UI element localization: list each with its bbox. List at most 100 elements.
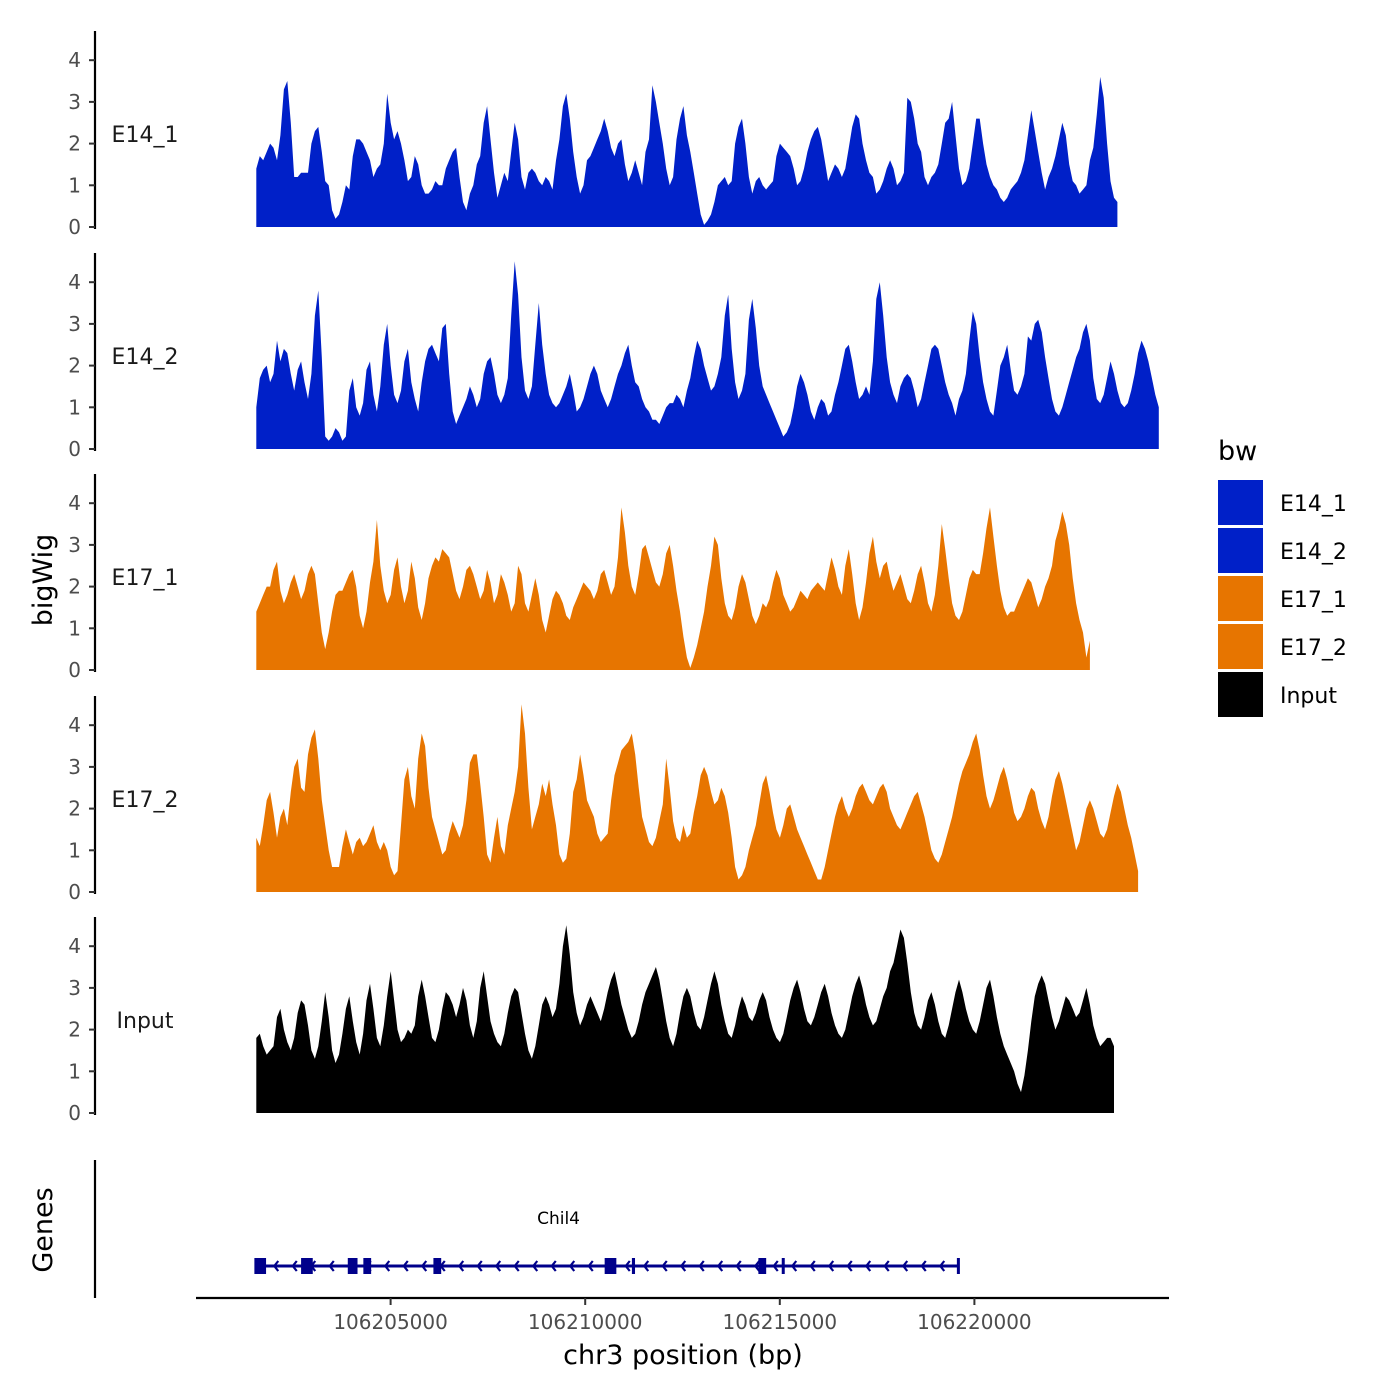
legend-label-e14_2: E14_2 <box>1280 540 1347 565</box>
strand-chevron <box>661 1260 668 1272</box>
strand-chevron <box>698 1260 705 1272</box>
strand-chevron <box>864 1260 872 1272</box>
strand-chevron <box>402 1260 409 1272</box>
y-tick-label: 0 <box>68 437 81 461</box>
y-tick-label: 1 <box>68 395 81 419</box>
legend-label-input: Input <box>1280 684 1337 709</box>
area-e14_2 <box>256 261 1159 449</box>
panel-e17_2: 0 1 2 3 4 E17_2 <box>68 696 1139 904</box>
strand-chevron <box>883 1260 890 1272</box>
gene-exon <box>254 1258 267 1274</box>
y-tick-label: 0 <box>68 880 81 904</box>
strand-chevron <box>587 1260 594 1272</box>
strand-chevron <box>809 1260 816 1272</box>
y-tick-label: 4 <box>68 713 81 737</box>
y-tick-label: 2 <box>68 132 81 156</box>
strand-chevron <box>772 1260 779 1272</box>
legend-swatch-e14_1 <box>1218 480 1263 525</box>
y-tick-label: 2 <box>68 1018 81 1042</box>
strand-chevron <box>568 1260 576 1272</box>
gene-exon <box>758 1258 767 1274</box>
y-tick-label: 0 <box>68 1101 81 1125</box>
y-tick-label: 4 <box>68 934 81 958</box>
y-tick-label: 0 <box>68 215 81 239</box>
y-tick-label: 2 <box>68 797 81 821</box>
legend-swatch-e17_2 <box>1218 624 1263 669</box>
y-tick-label: 2 <box>68 354 81 378</box>
gene-exon <box>956 1258 960 1274</box>
x-tick-label: 106210000 <box>528 1310 643 1334</box>
x-axis-title: chr3 position (bp) <box>563 1340 803 1371</box>
y-tick-label: 1 <box>68 838 81 862</box>
strand-chevron <box>457 1260 465 1272</box>
y-tick-label: 3 <box>68 90 81 114</box>
area-e14_1 <box>256 76 1118 228</box>
x-tick-label: 106220000 <box>917 1310 1032 1334</box>
panel-input: 0 1 2 3 4 Input <box>68 917 1114 1125</box>
strand-chevron <box>513 1260 520 1272</box>
strand-chevron <box>494 1260 502 1272</box>
y-tick-label: 3 <box>68 755 81 779</box>
gene-exon <box>604 1258 617 1274</box>
strand-chevron <box>827 1260 835 1272</box>
legend-swatch-e17_1 <box>1218 576 1263 621</box>
x-tick-label: 106205000 <box>333 1310 448 1334</box>
strand-chevron <box>476 1260 483 1272</box>
panel-e14_1: 0 1 2 3 4 E14_1 <box>68 31 1118 239</box>
legend-label-e17_2: E17_2 <box>1280 636 1347 661</box>
gene-exon <box>347 1258 358 1274</box>
strand-chevron <box>550 1260 557 1272</box>
legend-label-e14_1: E14_1 <box>1280 492 1347 517</box>
legend-swatch-input <box>1218 672 1263 717</box>
panel-label: E14_1 <box>112 123 179 148</box>
legend-title: bw <box>1218 436 1257 467</box>
strand-chevron <box>624 1260 631 1272</box>
strand-chevron <box>642 1260 650 1272</box>
strand-chevron <box>901 1260 909 1272</box>
strand-chevron <box>790 1260 798 1272</box>
panel-label: Input <box>117 1009 174 1034</box>
y-tick-label: 3 <box>68 533 81 557</box>
legend: bw E14_1 E14_2 E17_1 E17_2 Input <box>1218 436 1347 717</box>
gene-exon <box>781 1258 785 1274</box>
strand-chevron <box>679 1260 687 1272</box>
gene-exon <box>301 1258 313 1274</box>
panel-label: E17_1 <box>112 566 179 591</box>
strand-chevron <box>846 1260 853 1272</box>
y-tick-label: 0 <box>68 658 81 682</box>
strand-chevron <box>938 1260 946 1272</box>
y-tick-label: 3 <box>68 312 81 336</box>
panel-e17_1: 0 1 2 3 4 E17_1 <box>68 474 1090 682</box>
area-input <box>256 925 1114 1113</box>
strand-chevron <box>328 1260 335 1272</box>
y-tick-label: 1 <box>68 616 81 640</box>
gene-exon <box>433 1258 442 1274</box>
strand-chevron <box>716 1260 724 1272</box>
y-axis-title: bigWig <box>28 534 59 627</box>
x-tick-label: 106215000 <box>723 1310 838 1334</box>
strand-chevron <box>272 1260 280 1272</box>
strand-chevron <box>735 1260 742 1272</box>
genes-track-title: Genes <box>28 1187 59 1272</box>
panel-e14_2: 0 1 2 3 4 E14_2 <box>68 253 1159 461</box>
coverage-panels: 0 1 2 3 4 E14_1 0 1 2 3 4 E14_2 0 1 2 3 4 E17_1 0 1 2 3 4 E17_2… <box>68 31 1159 1125</box>
y-tick-label: 4 <box>68 270 81 294</box>
gene-exon <box>631 1258 636 1274</box>
y-tick-label: 2 <box>68 575 81 599</box>
panel-label: E14_2 <box>112 345 179 370</box>
y-tick-label: 1 <box>68 1059 81 1083</box>
y-tick-label: 1 <box>68 173 81 197</box>
x-axis: 106205000 106210000 106215000 106220000 <box>196 1296 1169 1334</box>
strand-chevron <box>920 1260 927 1272</box>
strand-chevron <box>753 1260 761 1272</box>
strand-chevron <box>420 1260 428 1272</box>
strand-chevron <box>291 1260 298 1272</box>
strand-chevron <box>383 1260 391 1272</box>
panel-label: E17_2 <box>112 788 179 813</box>
area-e17_2 <box>256 704 1139 892</box>
y-tick-label: 4 <box>68 491 81 515</box>
gene-label: Chil4 <box>537 1209 580 1229</box>
y-tick-label: 3 <box>68 976 81 1000</box>
gene-exon <box>363 1258 372 1274</box>
